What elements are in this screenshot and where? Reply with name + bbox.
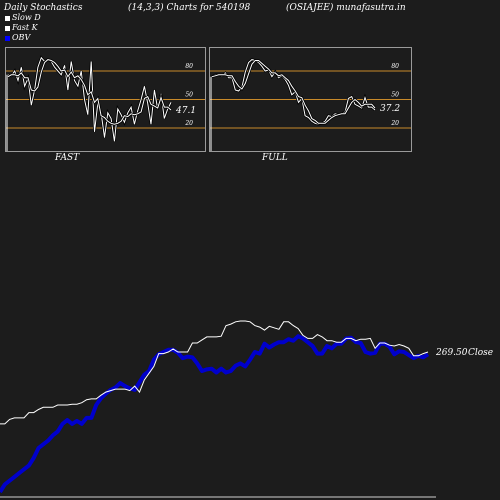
fast-level-label-80: 80: [185, 63, 193, 70]
full-level-label-50: 50: [391, 92, 399, 99]
chart-params: (14,3,3) Charts for 540198: [128, 3, 251, 13]
full-level-label-20: 20: [390, 120, 399, 127]
full-panel-label: FULL: [262, 153, 288, 163]
full-series-slow-d: [211, 60, 376, 124]
legend-item-obv: OBV: [5, 33, 41, 43]
fast-last-value: 47.1: [175, 106, 196, 116]
fast-stochastic-panel: 20 50 80 47.1: [5, 47, 206, 152]
legend-label-slow-d: Slow D: [12, 13, 41, 22]
price-close-label: Close: [468, 348, 493, 358]
legend-item-slow-d: Slow D: [5, 13, 41, 23]
full-stochastic-panel: 20 50 80 37.2: [209, 47, 412, 152]
legend-swatch-slow-d: [5, 15, 10, 21]
price-line: [0, 320, 429, 425]
legend-item-fast-k: Fast K: [5, 23, 41, 33]
fast-level-label-50: 50: [185, 92, 193, 99]
full-stochastic-plot: 20 50 80 37.2: [210, 58, 411, 151]
price-last-value: 269.50: [435, 348, 468, 358]
fast-level-label-20: 20: [184, 120, 193, 127]
legend-swatch-fast-k: [5, 25, 10, 31]
legend: Slow D Fast K OBV: [5, 13, 41, 43]
full-level-label-80: 80: [391, 63, 399, 70]
legend-label-obv: OBV: [12, 33, 31, 42]
obv-line: [0, 334, 430, 494]
chart-title: Daily Stochastics: [4, 3, 83, 13]
fast-series-slow-d: [7, 59, 172, 125]
chart-symbol: (OSIAJEE) munafasutra.in: [286, 3, 406, 13]
full-series-fast-k: [211, 59, 376, 125]
full-last-value: 37.2: [380, 104, 400, 114]
fast-stochastic-plot: 20 50 80 47.1: [6, 55, 205, 151]
fast-panel-label: FAST: [55, 153, 80, 163]
legend-swatch-obv: [5, 35, 10, 41]
fast-series-fast-k: [7, 56, 172, 142]
legend-label-fast-k: Fast K: [12, 23, 38, 32]
